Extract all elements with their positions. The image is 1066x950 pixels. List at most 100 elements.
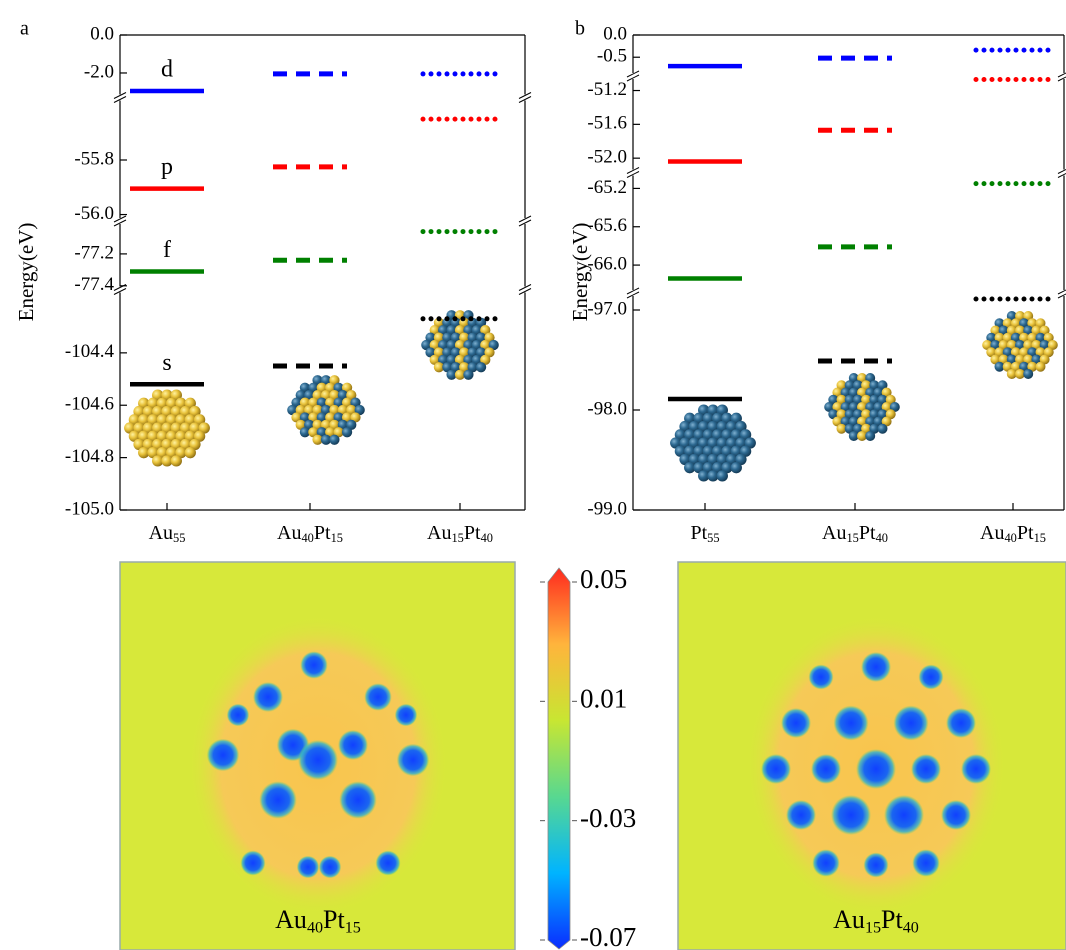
atom <box>156 414 169 426</box>
atom <box>1019 347 1030 358</box>
y-tick-label: -98.0 <box>587 398 627 419</box>
nanoparticle <box>124 389 210 467</box>
atom <box>1039 354 1050 365</box>
atom <box>189 438 201 451</box>
atom <box>693 429 705 441</box>
atom <box>1006 325 1017 336</box>
atom <box>735 453 747 466</box>
atom <box>852 409 863 420</box>
atom <box>865 402 876 412</box>
atom <box>693 412 705 425</box>
axis-break <box>626 167 640 174</box>
density-blob <box>375 850 401 876</box>
axis-break <box>1057 172 1066 178</box>
atom <box>1031 354 1042 365</box>
atom <box>156 397 169 410</box>
atom <box>329 390 340 401</box>
element: Au <box>277 522 301 544</box>
element: Pt <box>881 905 903 934</box>
y-tick-label: -104.6 <box>65 394 114 415</box>
atom <box>152 455 164 467</box>
atom <box>1043 332 1054 343</box>
atom <box>312 419 323 430</box>
atom <box>433 317 445 328</box>
atom <box>138 414 150 426</box>
atom <box>852 380 863 391</box>
atom <box>463 325 474 336</box>
atom <box>333 397 344 408</box>
atom <box>425 332 436 343</box>
atom <box>316 397 327 408</box>
level-label: f <box>163 237 171 263</box>
density-blob <box>226 703 250 727</box>
axis-break <box>626 287 640 295</box>
atom <box>341 382 353 393</box>
y-tick-label: -104.8 <box>65 446 114 467</box>
atom <box>142 422 155 434</box>
atom <box>702 445 715 457</box>
atom <box>184 397 196 410</box>
atom <box>698 404 710 416</box>
density-blob <box>206 738 240 772</box>
atom <box>1043 347 1054 358</box>
axis-break-gap <box>114 286 126 293</box>
atom <box>189 405 201 418</box>
atom <box>454 325 466 336</box>
axis-break-gap <box>114 218 126 224</box>
atom <box>484 347 495 358</box>
atom <box>1039 325 1050 336</box>
atom <box>1019 332 1030 343</box>
atom <box>735 437 747 449</box>
atom <box>147 397 159 410</box>
atom <box>128 430 141 442</box>
atom <box>138 397 150 410</box>
atom <box>735 420 747 433</box>
atom <box>688 453 701 466</box>
atom <box>341 427 353 438</box>
axis-break <box>626 70 640 78</box>
axis-break <box>518 215 532 223</box>
y-axis-label: Energy(eV) <box>14 223 38 322</box>
atom <box>679 437 691 449</box>
atom <box>674 445 687 457</box>
subscript: 15 <box>331 531 343 545</box>
atom <box>832 387 843 398</box>
atom <box>454 354 466 365</box>
atom <box>341 397 353 408</box>
axis-break <box>518 96 532 103</box>
subscript: 40 <box>481 531 493 545</box>
atom <box>721 429 733 441</box>
atom <box>124 422 136 434</box>
atom <box>170 455 182 467</box>
atom <box>333 412 344 423</box>
atom <box>433 362 445 373</box>
atom <box>295 419 306 430</box>
axis-break-gap <box>627 169 639 176</box>
atom <box>442 332 453 343</box>
atom <box>175 414 187 426</box>
atom <box>873 402 884 412</box>
atom <box>161 438 173 451</box>
axis-break-gap <box>1058 169 1066 176</box>
atom <box>165 430 178 442</box>
atom <box>865 416 876 427</box>
axis-break-gap <box>1058 290 1066 296</box>
atom <box>161 389 173 401</box>
density-blob <box>941 800 971 830</box>
atom <box>730 461 742 474</box>
atom <box>325 397 336 408</box>
category-label: Au40Pt15 <box>275 905 361 936</box>
atom <box>429 354 440 365</box>
atom <box>698 453 710 466</box>
density-blob <box>863 852 889 878</box>
atom <box>161 455 173 467</box>
axis-break <box>626 171 640 178</box>
atom <box>1015 311 1025 322</box>
atom <box>325 427 336 438</box>
atom <box>320 434 332 445</box>
atom <box>152 438 164 451</box>
y-tick-label: 0.0 <box>90 23 114 44</box>
element: Pt <box>323 905 345 934</box>
atom <box>446 325 457 336</box>
subscript: 55 <box>173 531 185 545</box>
